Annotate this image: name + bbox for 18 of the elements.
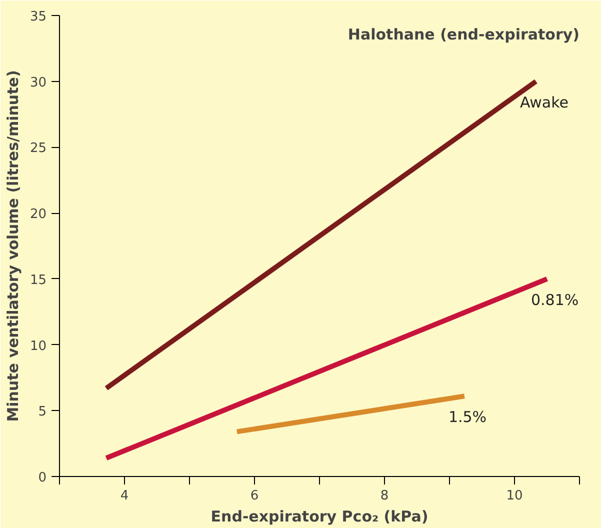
series-label: 0.81% (531, 290, 579, 309)
y-tick-label: 15 (30, 272, 47, 288)
x-tick-label: 4 (120, 488, 129, 504)
y-axis-title: Minute ventilatory volume (litres/minute) (4, 70, 22, 422)
series-label: Awake (520, 93, 568, 112)
y-tick-label: 20 (30, 207, 47, 222)
x-tick-label: 10 (506, 488, 523, 504)
y-tick-label: 10 (30, 338, 47, 354)
text: Halothane (end-expiratory) (348, 26, 580, 44)
y-tick-label: 35 (30, 10, 47, 24)
y-tick-label: 30 (30, 75, 47, 90)
x-axis-title: End-expiratory Pco₂ (kPa) (210, 508, 428, 526)
x-tick-label: 6 (250, 488, 259, 504)
y-tick-label: 0 (38, 470, 47, 486)
y-tick-label: 5 (38, 404, 47, 420)
x-tick-label: 8 (380, 488, 389, 504)
y-tick-label: 25 (30, 141, 47, 156)
series-label: 1.5% (448, 408, 487, 426)
